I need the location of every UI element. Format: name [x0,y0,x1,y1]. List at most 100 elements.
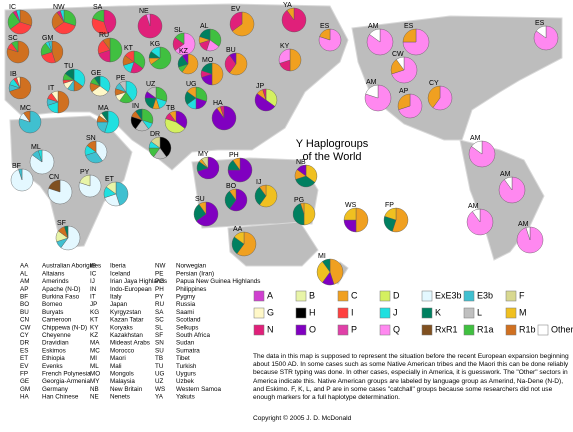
pie: SN [84,135,108,164]
pie-label: CN [49,174,59,181]
pie: RU [97,32,123,63]
abbreviation-code: AA [20,263,29,270]
pie: IT [46,85,70,114]
pie-sector [229,11,243,32]
pie-sector [133,50,146,69]
legend: A B C D ExE3b E3b F G H I J K L M N O P Q RxR1 R1a R1b Other [253,290,573,336]
pie: ES [318,23,342,52]
pie-label: SC [8,35,18,42]
pie-label: UZ [146,81,156,88]
pie-label: MC [20,105,31,112]
abbreviation-name: Sumatra [176,347,200,354]
pie-sector [391,56,418,84]
legend-swatch [337,324,349,336]
pie-label: NB [296,159,306,166]
legend-label: K [435,307,441,317]
pie-sector [174,32,185,45]
abbreviation-name: Kazakhstan [110,332,143,339]
legend-swatch [379,324,391,336]
abbreviation-name: Australian Aborigines [42,263,101,270]
legend-label: P [351,324,357,334]
pie-sector [64,68,75,81]
abbreviation-name: Sudan [176,340,195,347]
abbreviation-name: Burkina Faso [42,293,80,300]
pie: CW [390,51,418,84]
abbreviation-code: SF [155,332,163,339]
pie-label: IJ [256,179,261,186]
pie-label: JP [256,83,265,90]
pie-label: SA [93,4,103,11]
pie-sector [159,136,172,158]
pie-label: AM [468,203,479,210]
pie-label: IN [132,103,139,110]
abbreviation-code: ML [90,363,99,370]
legend-label: R1a [477,324,494,334]
pie-label: IB [10,71,17,78]
pie: BU [224,47,248,76]
abbreviation-code: KY [90,324,99,331]
abbreviation-code: PH [155,286,164,293]
pie-label: ML [31,144,41,151]
legend-label: A [267,290,273,300]
pie-sector [174,32,196,56]
pie-label: BF [12,163,21,170]
pie-sector [220,105,225,119]
pie-label: AL [200,23,209,30]
legend-label: N [267,324,274,334]
pie-sector [343,207,357,221]
pie: AM [466,203,494,236]
se-asia-islands [191,157,319,229]
pie-label: AM [366,79,377,86]
abbreviation-code: JP [90,301,97,308]
pie-sector [402,28,417,43]
pie-sector [93,75,101,87]
abbreviation-name: Amerinds [42,278,69,285]
pie: TU [62,63,86,92]
abbreviation-code: IT [90,293,96,300]
abbreviation-code: MC [90,347,100,354]
abbreviation-code: MA [90,340,100,347]
abbreviation-code: IB [90,263,96,270]
pie-sector [103,9,117,34]
pie-label: PE [116,75,126,82]
abbreviation-code: SL [155,324,163,331]
pie: PH [227,152,253,183]
pie-label: IT [48,85,55,92]
pie-sector [101,110,109,123]
legend-label: L [477,307,482,317]
abbreviation-code: KT [90,317,98,324]
pie-label: BU [226,47,236,54]
pie-sector [10,21,32,35]
abbreviation-code: MY [90,378,100,385]
pie: AM [366,23,394,56]
pie-sector [300,202,305,215]
abbreviation-name: Georgia-Armenia [42,378,90,385]
pie-label: BO [226,183,237,190]
pie: PY [78,169,102,198]
pie-sector [60,9,65,23]
legend-label: C [351,290,358,300]
pie-label: MO [202,57,214,64]
pie-label: KZ [179,48,189,55]
pie-sector [106,181,117,195]
pie: JP [254,83,278,112]
abbreviation-name: Yakuts [176,394,195,401]
pie-sector [198,201,207,215]
pie-sector [398,93,423,119]
legend-label: H [309,307,316,317]
pie-label: KY [280,43,290,50]
abbreviation-name: Papua New Guinea Highlands [176,278,260,285]
pie-label: TU [64,63,73,70]
pie-sector [150,136,161,149]
abbreviation-name: Eskimos [42,347,66,354]
pie: KG [148,41,172,70]
pie-sector [201,156,209,169]
pie-sector [54,21,76,35]
pie-label: GE [91,70,101,77]
abbreviation-name: Western Samoa [176,386,222,393]
pie-sector [229,52,248,76]
abbreviation-code: UZ [155,378,164,385]
pies: IC NW SA NE SL EV YA KY ES SC GM RU KT KG AL BU IB TU KZ MO… [6,2,559,286]
abbreviation-name: Kazan Tatar [110,317,144,324]
